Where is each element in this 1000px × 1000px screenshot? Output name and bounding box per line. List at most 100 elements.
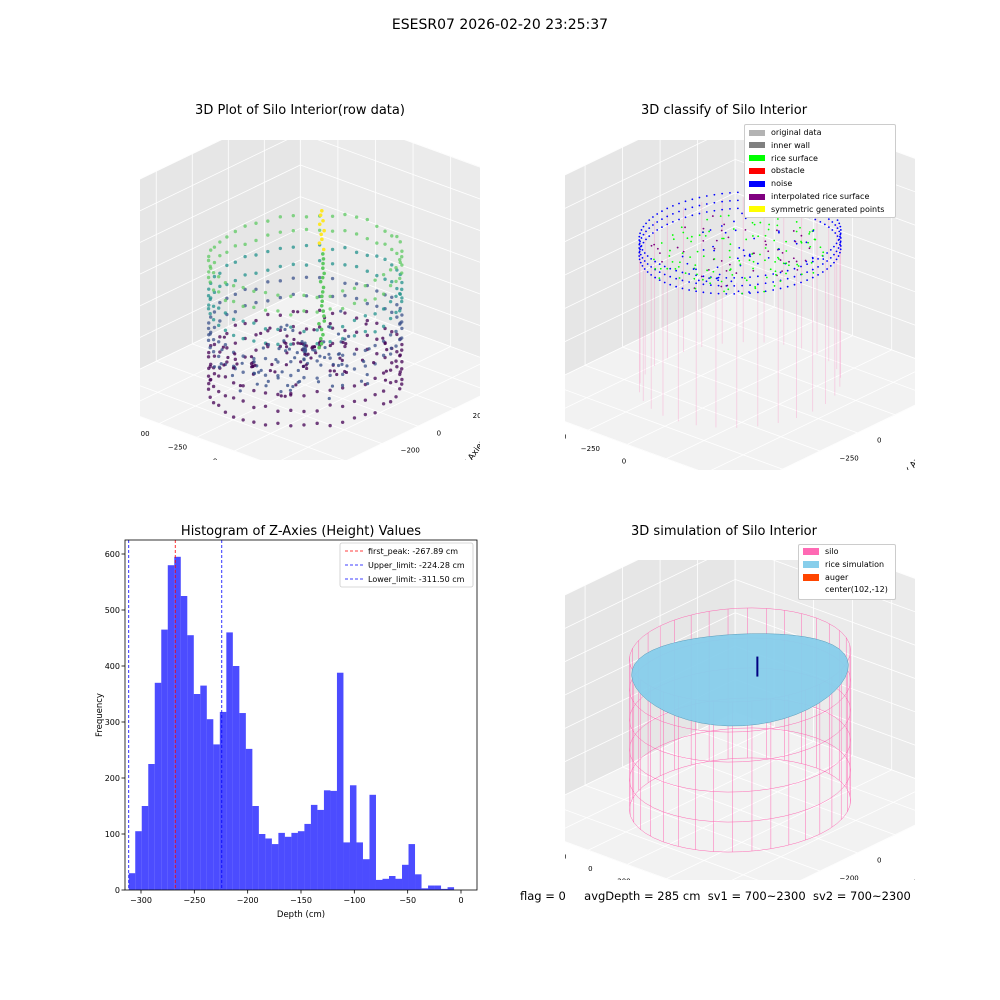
raw-point xyxy=(298,331,302,335)
raw-point xyxy=(398,276,402,281)
raw-point xyxy=(266,312,270,317)
raw-point xyxy=(291,228,295,233)
classified-point xyxy=(718,273,721,276)
noise-point xyxy=(835,258,838,261)
legend-label: inner wall xyxy=(771,140,811,150)
raw-point xyxy=(223,394,228,398)
raw-point xyxy=(302,375,306,380)
noise-point xyxy=(640,237,643,239)
noise-point xyxy=(833,261,835,264)
raw-point xyxy=(352,416,357,420)
classified-point xyxy=(811,257,814,260)
raw-point xyxy=(343,328,347,333)
legend-label: noise xyxy=(771,179,793,189)
raw-point xyxy=(212,274,217,279)
raw-point xyxy=(233,357,238,362)
raw-point xyxy=(330,247,335,252)
y-tick-label: 0 xyxy=(877,436,881,444)
classified-point xyxy=(764,259,766,262)
raw-point xyxy=(263,391,268,395)
classified-point xyxy=(754,287,757,290)
classified-point xyxy=(737,290,740,293)
classified-point xyxy=(764,247,767,249)
raw-point xyxy=(263,308,268,312)
raw-point xyxy=(315,421,319,426)
noise-point xyxy=(688,273,691,275)
raw-point xyxy=(211,304,216,308)
classified-point xyxy=(659,252,661,254)
classified-point xyxy=(682,231,685,234)
raw-point xyxy=(312,328,316,332)
raw-point xyxy=(259,368,263,372)
histogram-bar xyxy=(167,565,175,890)
histogram-bar xyxy=(362,859,370,890)
classified-point xyxy=(765,276,768,279)
noise-point xyxy=(656,213,659,215)
classified-point xyxy=(707,269,710,271)
raw-point xyxy=(321,332,325,337)
noise-point xyxy=(826,252,828,254)
raw-point xyxy=(293,356,297,360)
noise-point xyxy=(645,238,647,241)
classified-point xyxy=(814,238,817,241)
raw-point xyxy=(315,328,319,332)
raw-point xyxy=(315,295,319,300)
noise-point xyxy=(823,223,826,226)
raw-point xyxy=(304,275,309,279)
legend-entry: rice surface xyxy=(749,154,818,163)
grid-lines xyxy=(565,140,915,470)
raw-point xyxy=(394,395,398,399)
raw-point xyxy=(343,212,347,217)
grid-line xyxy=(734,292,915,359)
histogram-bar xyxy=(323,790,331,890)
classified-point xyxy=(745,238,748,241)
raw-point xyxy=(302,349,306,353)
raw-point xyxy=(266,219,270,223)
raw-point xyxy=(354,232,359,236)
noise-point xyxy=(839,251,841,254)
raw-point xyxy=(276,409,280,413)
raw-point xyxy=(241,399,245,403)
noise-point xyxy=(654,260,657,263)
noise-point xyxy=(833,253,835,256)
raw-point xyxy=(289,408,293,413)
raw-point xyxy=(223,328,228,333)
classified-point xyxy=(695,268,697,271)
noise-point xyxy=(654,276,657,279)
histogram-bar xyxy=(135,831,142,890)
raw-point xyxy=(217,403,221,407)
noise-point xyxy=(678,202,680,205)
raw-point xyxy=(266,379,270,383)
raw-point xyxy=(400,296,404,300)
histogram-bar xyxy=(206,719,214,890)
raw-point xyxy=(338,356,342,360)
flag-text: flag = 0 xyxy=(520,889,566,903)
histogram-bar xyxy=(375,879,383,890)
classified-point xyxy=(697,279,700,282)
raw-point xyxy=(278,295,283,300)
raw-point xyxy=(321,261,325,266)
raw-point xyxy=(230,373,235,378)
classified-point xyxy=(729,269,731,272)
raw-point xyxy=(212,372,217,376)
classified-point xyxy=(808,232,811,235)
noise-point xyxy=(839,243,841,246)
classified-point xyxy=(720,225,723,227)
raw-point xyxy=(330,341,335,346)
classified-point xyxy=(729,263,731,266)
raw-point xyxy=(321,247,326,252)
noise-point xyxy=(835,250,838,253)
raw-point xyxy=(365,301,370,306)
raw-point xyxy=(243,242,247,247)
classified-point xyxy=(765,243,767,246)
raw-point xyxy=(388,368,393,372)
raw-point xyxy=(208,297,212,302)
noise-point xyxy=(639,248,641,251)
raw-point xyxy=(354,282,359,286)
raw-point xyxy=(336,332,341,336)
histogram-bar xyxy=(330,790,337,890)
raw-point xyxy=(255,382,259,386)
raw-point xyxy=(208,280,212,284)
classified-point xyxy=(694,287,697,290)
noise-point xyxy=(643,260,646,262)
